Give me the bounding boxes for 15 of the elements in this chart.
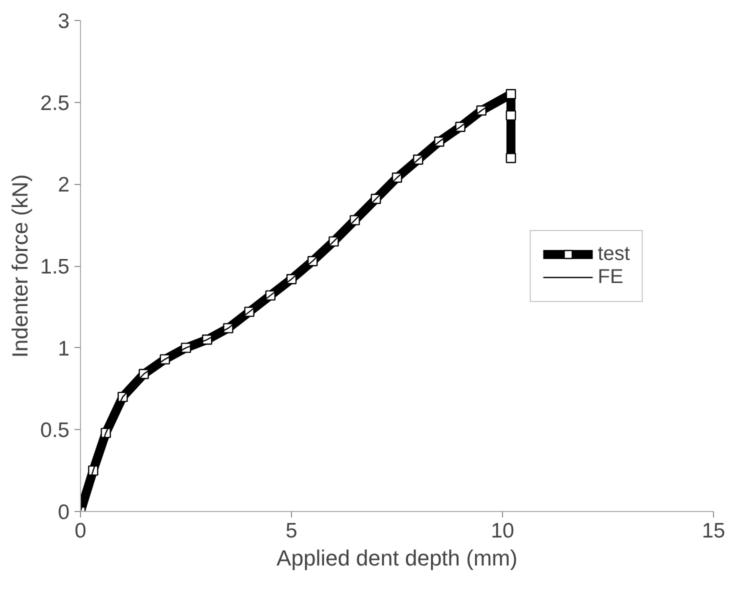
y-tick-label: 0.5 [40, 419, 70, 442]
legend-label: test [598, 242, 630, 266]
x-axis-title: Applied dent depth (mm) [276, 546, 518, 570]
y-axis-title: Indenter force (kN) [7, 174, 32, 358]
legend-label: FE [598, 266, 624, 288]
y-tick-label: 2 [58, 174, 70, 197]
y-tick-label: 3 [58, 10, 70, 33]
y-tick-label: 2.5 [40, 92, 70, 115]
y-tick-label: 0 [58, 501, 70, 524]
x-tick-label: 15 [702, 520, 726, 542]
y-tick-label: 1.5 [40, 256, 70, 278]
x-tick-label: 10 [490, 520, 514, 542]
y-tick-label: 1 [58, 337, 70, 360]
x-tick-label: 0 [74, 520, 86, 542]
x-tick-label: 5 [286, 520, 298, 542]
